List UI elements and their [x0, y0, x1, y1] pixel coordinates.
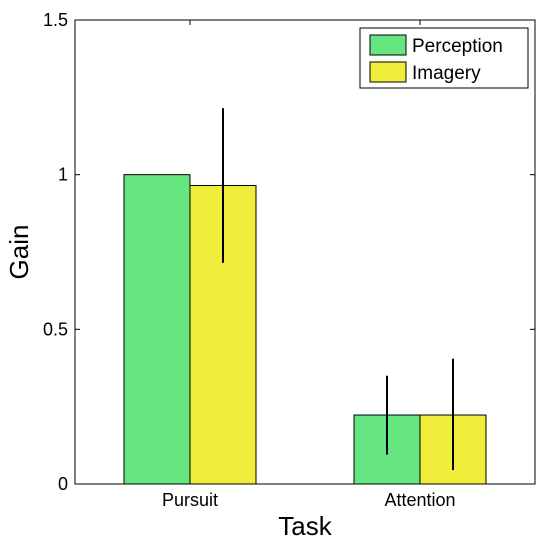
legend-swatch-perception: [369, 34, 407, 56]
x-tick-label-pursuit: Pursuit: [162, 490, 218, 510]
x-ticks-group: Pursuit Attention: [162, 20, 456, 510]
plot-frame: [74, 19, 536, 485]
legend-swatch-imagery: [369, 61, 407, 83]
x-tick-label-attention: Attention: [384, 490, 455, 510]
y-tick-label-1-5: 1.5: [43, 10, 68, 30]
y-tick-label-0-5: 0.5: [43, 319, 68, 339]
bar-perception-pursuit: [123, 174, 191, 485]
y-axis-title: Gain: [4, 225, 34, 280]
y-tick-label-1: 1: [58, 165, 68, 185]
y-ticks-group: 0 0.5 1 1.5: [43, 10, 535, 494]
y-tick-label-0: 0: [58, 474, 68, 494]
error-bars-group: [222, 108, 454, 471]
legend: Perception Imagery: [359, 27, 529, 89]
legend-label-perception: Perception: [412, 36, 503, 57]
legend-label-imagery: Imagery: [412, 63, 481, 84]
x-axis-title: Task: [278, 511, 332, 541]
